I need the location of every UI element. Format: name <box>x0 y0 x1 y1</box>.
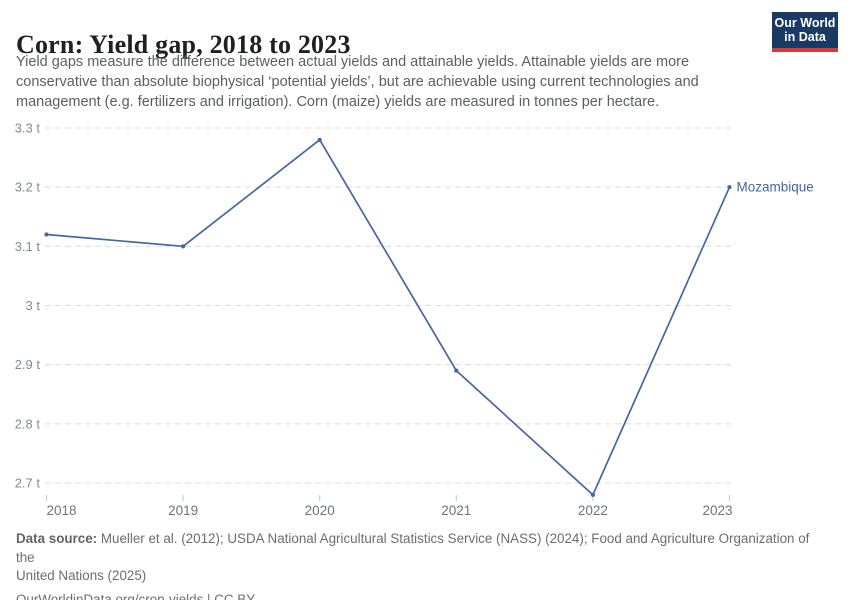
y-axis-tick-label: 2.8 t <box>15 416 41 431</box>
data-point[interactable] <box>454 368 459 373</box>
data-source-label: Data source: <box>16 531 98 546</box>
data-source-line2: United Nations (2025) <box>16 568 147 583</box>
x-axis-tick-label: 2018 <box>47 503 77 518</box>
x-axis-tick-label: 2020 <box>305 503 335 518</box>
footer-link[interactable]: OurWorldinData.org/crop-yields | CC BY <box>16 591 256 600</box>
x-axis-tick-label: 2019 <box>168 503 198 518</box>
x-axis-tick-label: 2022 <box>578 503 608 518</box>
y-axis-tick-label: 3.2 t <box>15 180 41 195</box>
chart-footer: Data source: Mueller et al. (2012); USDA… <box>16 530 816 600</box>
data-point[interactable] <box>317 137 322 142</box>
data-source-line1: Data source: Mueller et al. (2012); USDA… <box>16 530 816 567</box>
x-axis-tick-label: 2021 <box>441 503 471 518</box>
owid-logo-red-stripe <box>772 48 838 52</box>
y-axis-tick-label: 3.1 t <box>15 239 41 254</box>
data-source-text: Mueller et al. (2012); USDA National Agr… <box>16 531 810 565</box>
data-point[interactable] <box>181 244 186 249</box>
data-point[interactable] <box>590 492 596 497</box>
y-axis-tick-label: 3.3 t <box>15 121 41 136</box>
data-point[interactable] <box>727 185 732 190</box>
x-axis-tick-label: 2023 <box>702 503 732 518</box>
owid-logo-text: Our World in Data <box>772 12 838 48</box>
page-title: Corn: Yield gap, 2018 to 2023 <box>16 30 351 60</box>
chart-subtitle: Yield gaps measure the difference betwee… <box>16 52 746 112</box>
data-point[interactable] <box>44 232 49 237</box>
owid-logo-line2: in Data <box>784 30 826 44</box>
owid-logo-line1: Our World <box>774 16 836 30</box>
line-chart[interactable]: 3.3 t 3.2 t 3.1 t 3 t 2.9 t 2.8 t 2.7 t 2018 201… <box>0 110 850 530</box>
y-axis-tick-label: 2.9 t <box>15 357 41 372</box>
subtitle-line: Yield gaps measure the difference betwee… <box>16 54 690 70</box>
owid-logo[interactable]: Our World in Data <box>772 12 838 52</box>
series-line-mozambique[interactable] <box>46 138 731 496</box>
y-axis-tick-label: 3 t <box>26 298 41 313</box>
subtitle-line: conservative than absolute biophysical ‘… <box>16 74 699 90</box>
subtitle-line: management (e.g. fertilizers and irrigat… <box>16 94 660 110</box>
y-axis-tick-label: 2.7 t <box>15 476 41 491</box>
series-label-mozambique[interactable]: Mozambique <box>737 180 814 195</box>
